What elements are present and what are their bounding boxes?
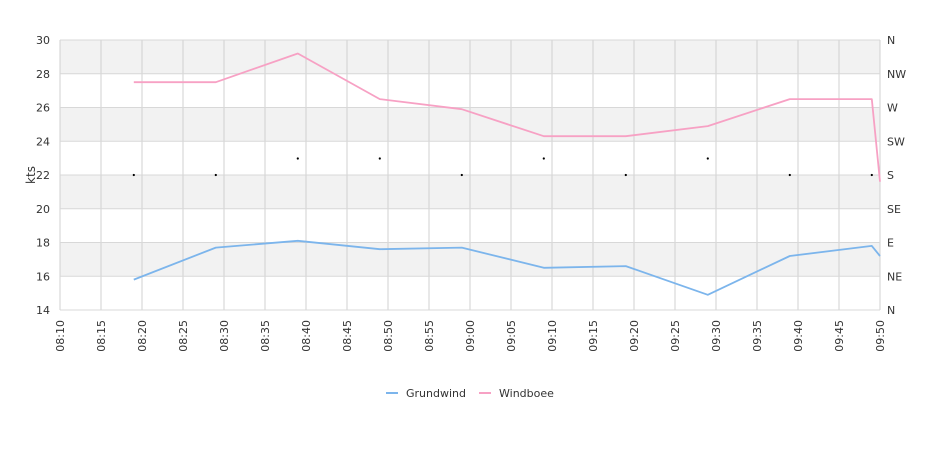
x-tick-label: 08:20 — [136, 320, 149, 352]
horizontal-grid — [60, 39, 880, 311]
x-axis-ticks: 08:10 08:15 08:20 08:25 08:30 08:35 08:40 08:45… — [54, 320, 887, 352]
direction-marker — [296, 157, 299, 160]
legend-item-windboee[interactable]: Windboee — [479, 387, 554, 400]
y-tick-label: 28 — [36, 68, 50, 81]
x-tick-label: 08:45 — [341, 320, 354, 352]
y-tick-label: 22 — [36, 169, 50, 182]
y-tick-label: 20 — [36, 203, 50, 216]
x-tick-label: 09:40 — [792, 320, 805, 352]
series-lines — [133, 52, 881, 296]
y-tick-label: 30 — [36, 34, 50, 47]
x-tick-label: 09:45 — [833, 320, 846, 352]
x-tick-label: 08:35 — [259, 320, 272, 352]
direction-tick-label: S — [887, 169, 894, 182]
x-tick-label: 08:30 — [218, 320, 231, 352]
x-tick-label: 09:05 — [505, 320, 518, 352]
x-tick-label: 09:35 — [751, 320, 764, 352]
y-axis-ticks: 14 16 18 20 22 24 26 28 30 — [36, 34, 50, 317]
x-tick-label: 09:25 — [669, 320, 682, 352]
direction-tick-label: N — [887, 34, 895, 47]
y-axis-label: kts — [24, 166, 38, 184]
direction-tick-label: SE — [887, 203, 901, 216]
x-tick-label: 09:10 — [546, 320, 559, 352]
direction-tick-label: E — [887, 237, 894, 250]
x-tick-label: 08:15 — [95, 320, 108, 352]
x-tick-label: 09:15 — [587, 320, 600, 352]
direction-marker — [788, 173, 791, 177]
y-tick-label: 14 — [36, 304, 50, 317]
direction-tick-label: N — [887, 304, 895, 317]
y-tick-label: 24 — [36, 135, 50, 148]
x-tick-label: 08:25 — [177, 320, 190, 352]
legend: Grundwind Windboee — [386, 387, 554, 400]
y-tick-label: 16 — [36, 270, 50, 283]
x-tick-label: 08:10 — [54, 320, 67, 352]
x-tick-label: 09:50 — [874, 320, 887, 352]
direction-marker — [870, 173, 873, 177]
x-tick-label: 09:00 — [464, 320, 477, 352]
x-tick-label: 08:55 — [423, 320, 436, 352]
direction-marker — [624, 173, 627, 177]
x-tick-label: 08:40 — [300, 320, 313, 352]
legend-label-windboee: Windboee — [499, 387, 554, 400]
direction-tick-label: NE — [887, 270, 902, 283]
direction-tick-label: NW — [887, 68, 906, 81]
direction-axis-ticks: N NE E SE S SW W NW N — [887, 34, 906, 317]
x-tick-label: 08:50 — [382, 320, 395, 352]
legend-item-grundwind[interactable]: Grundwind — [386, 387, 466, 400]
direction-markers — [132, 157, 873, 177]
y-tick-label: 26 — [36, 102, 50, 115]
x-tick-label: 09:30 — [710, 320, 723, 352]
direction-tick-label: W — [887, 102, 898, 115]
direction-marker — [706, 157, 709, 160]
direction-marker — [132, 173, 135, 177]
direction-marker — [542, 157, 545, 160]
direction-marker — [460, 173, 463, 177]
direction-tick-label: SW — [887, 135, 905, 148]
direction-marker — [378, 157, 381, 160]
legend-label-grundwind: Grundwind — [406, 387, 466, 400]
direction-marker — [214, 173, 217, 177]
x-tick-label: 09:20 — [628, 320, 641, 352]
y-tick-label: 18 — [36, 237, 50, 250]
